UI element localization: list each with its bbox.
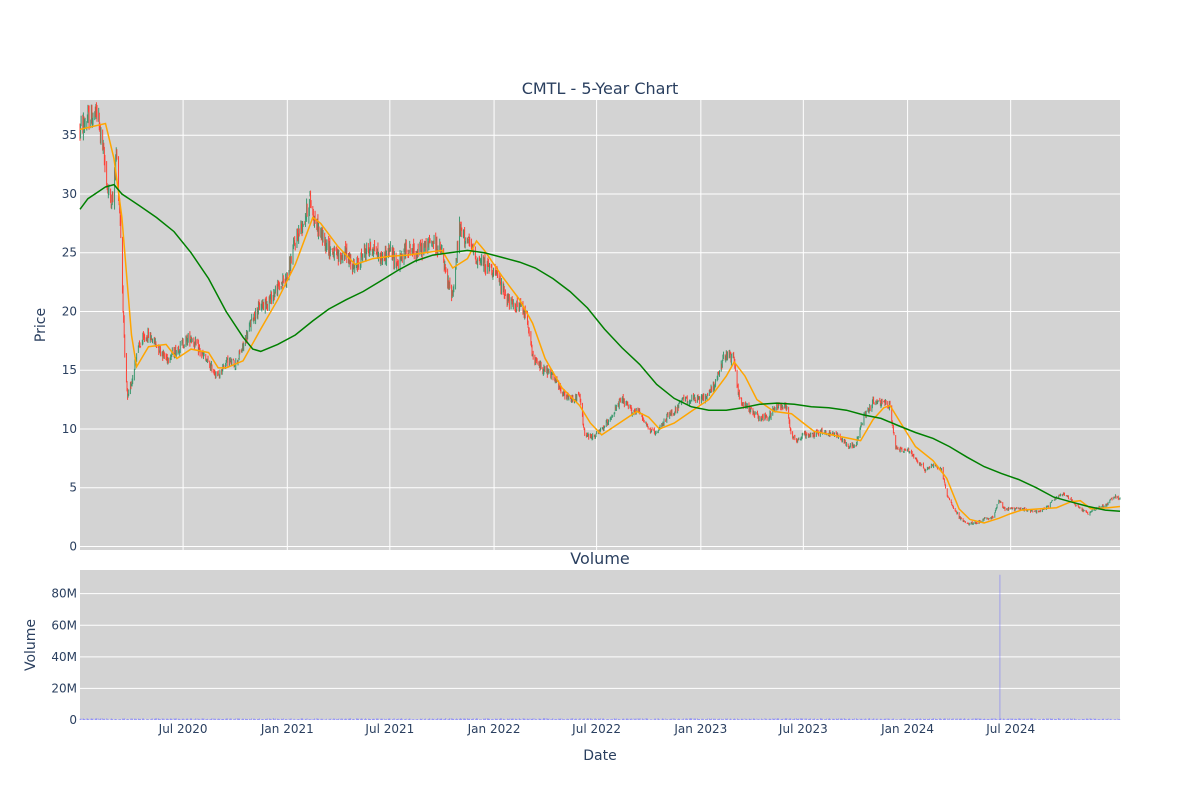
volume-plot-area xyxy=(80,570,1120,720)
x-tick-label: Jul 2023 xyxy=(778,722,828,736)
price-y-tick-label: 5 xyxy=(69,481,77,495)
price-y-axis-title: Price xyxy=(33,308,49,342)
x-tick-labels: Jul 2020 Jan 2021 Jul 2021 Jan 2022 Jul 2022… xyxy=(158,722,1035,736)
x-tick-label: Jan 2023 xyxy=(673,722,727,736)
price-plot-area xyxy=(80,100,1120,550)
volume-y-tick-labels: 0 20M 40M 60M 80M xyxy=(51,587,77,727)
price-y-tick-label: 20 xyxy=(62,304,77,318)
x-tick-label: Jul 2024 xyxy=(985,722,1035,736)
x-tick-label: Jul 2020 xyxy=(158,722,208,736)
price-y-tick-labels: 0 5 10 15 20 25 30 35 xyxy=(62,128,77,553)
volume-y-tick-label: 20M xyxy=(51,681,77,695)
volume-bars xyxy=(79,574,1121,720)
volume-y-tick-label: 80M xyxy=(51,587,77,601)
price-y-tick-label: 25 xyxy=(62,246,77,260)
volume-y-tick-label: 0 xyxy=(69,713,77,727)
x-tick-label: Jul 2021 xyxy=(364,722,414,736)
long-moving-average-line xyxy=(79,183,1121,512)
x-tick-label: Jan 2022 xyxy=(467,722,521,736)
price-chart-title: CMTL - 5-Year Chart xyxy=(522,79,679,98)
short-moving-average-line xyxy=(79,122,1121,524)
volume-chart-title: Volume xyxy=(570,549,630,568)
volume-y-tick-label: 60M xyxy=(51,618,77,632)
price-y-tick-label: 15 xyxy=(62,363,77,377)
price-y-tick-label: 30 xyxy=(62,187,77,201)
x-tick-label: Jul 2022 xyxy=(571,722,621,736)
price-y-tick-label: 10 xyxy=(62,422,77,436)
x-axis-title: Date xyxy=(583,748,616,764)
price-y-tick-label: 0 xyxy=(69,539,77,553)
moving-average-lines xyxy=(79,122,1121,524)
price-gridlines xyxy=(80,100,1120,550)
volume-y-axis-title: Volume xyxy=(23,619,39,671)
price-y-tick-label: 35 xyxy=(62,128,77,142)
volume-y-tick-label: 40M xyxy=(51,650,77,664)
x-tick-label: Jan 2024 xyxy=(880,722,934,736)
x-tick-label: Jan 2021 xyxy=(260,722,314,736)
